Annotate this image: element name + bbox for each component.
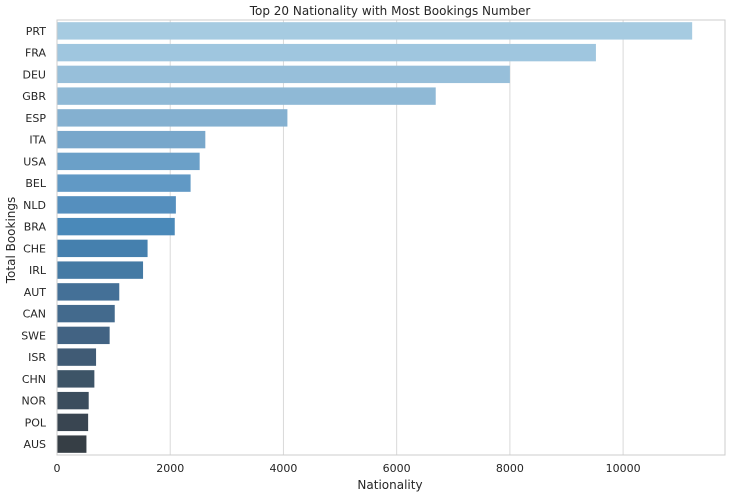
y-tick-label: PRT	[26, 25, 46, 38]
x-tick-label: 10000	[606, 462, 641, 475]
y-tick-label: DEU	[23, 68, 46, 81]
bar-bra	[57, 217, 175, 236]
y-tick-label: CHN	[22, 373, 46, 386]
x-tick-label: 8000	[496, 462, 524, 475]
x-axis-label: Nationality	[357, 478, 422, 492]
bar-nor	[57, 391, 89, 410]
grid-lines	[56, 20, 624, 455]
y-tick-label: NLD	[23, 199, 46, 212]
y-tick-label: AUT	[24, 286, 47, 299]
bar-prt	[57, 22, 693, 40]
bar-usa	[57, 152, 200, 171]
y-tick-label: ITA	[29, 134, 46, 147]
bar-pol	[57, 413, 89, 432]
y-tick-label: CHE	[23, 242, 46, 255]
y-tick-label: SWE	[21, 329, 46, 342]
bar-gbr	[57, 87, 436, 105]
x-tick-label: 6000	[383, 462, 411, 475]
y-tick-label: NOR	[21, 395, 46, 408]
y-tick-label: BRA	[24, 221, 47, 234]
y-tick-label: AUS	[23, 438, 46, 451]
bar-swe	[57, 326, 110, 345]
bar-aus	[57, 435, 87, 453]
y-tick-label: IRL	[29, 264, 47, 277]
y-tick-label: BEL	[25, 177, 46, 190]
plot-frame	[56, 19, 726, 456]
y-tick-labels: PRT FRA DEU GBR ESP ITA USA BEL NLD BRA CHE IRL AUT C…	[21, 25, 47, 451]
bar-isr	[57, 348, 97, 366]
bar-chn	[57, 370, 95, 388]
bar-esp	[57, 109, 288, 127]
y-tick-label: POL	[25, 416, 47, 429]
bar-ita	[57, 130, 206, 149]
bar-fra	[57, 43, 596, 62]
bar-che	[57, 239, 148, 258]
y-tick-label: ISR	[28, 351, 46, 364]
bar-nld	[57, 196, 176, 214]
y-tick-label: GBR	[22, 90, 46, 103]
y-axis-label: Total Bookings	[4, 197, 18, 285]
x-tick-label: 4000	[269, 462, 297, 475]
chart-title: Top 20 Nationality with Most Bookings Nu…	[249, 4, 531, 18]
x-tick-label: 0	[54, 462, 61, 475]
bar-bel	[57, 174, 191, 192]
bar-irl	[57, 261, 144, 279]
y-tick-label: CAN	[23, 308, 46, 321]
x-tick-label: 2000	[156, 462, 184, 475]
y-tick-label: FRA	[25, 47, 47, 60]
y-tick-label: ESP	[25, 112, 46, 125]
y-tick-label: USA	[23, 155, 46, 168]
x-tick-labels: 0 2000 4000 6000 8000 10000	[54, 462, 641, 475]
bar-aut	[57, 283, 120, 301]
bars	[57, 22, 693, 453]
bar-deu	[57, 65, 510, 84]
bar-can	[57, 304, 115, 323]
